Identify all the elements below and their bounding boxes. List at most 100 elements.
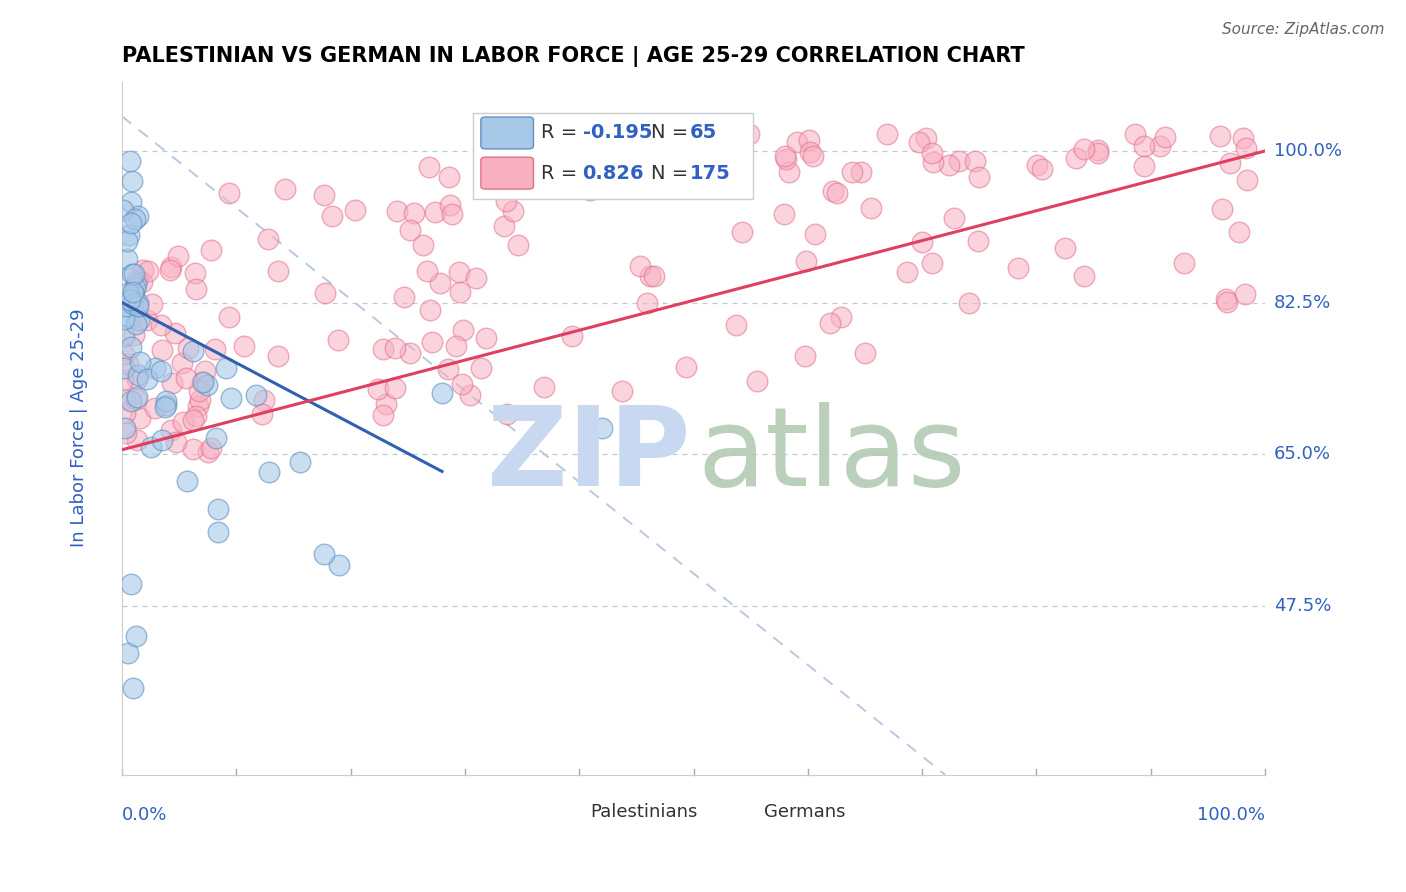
Point (136, 264, 159, 278)
Point (399, 223, 422, 237)
Point (155, 398, 177, 412)
Point (314, 285, 336, 300)
Point (172, 415, 194, 429)
Point (121, 174, 143, 188)
Point (267, 264, 290, 278)
Point (114, 392, 136, 406)
Point (1026, 158, 1049, 172)
Point (1153, 130, 1175, 145)
Point (115, 300, 138, 314)
Point (371, 342, 394, 356)
Point (638, 268, 661, 283)
Point (127, 273, 149, 287)
Point (717, 154, 740, 169)
Point (794, 349, 817, 363)
Point (218, 186, 240, 201)
Point (187, 399, 209, 413)
Point (122, 293, 145, 308)
Point (193, 375, 215, 389)
Point (141, 297, 163, 311)
Point (321, 209, 343, 223)
Point (112, 360, 135, 375)
FancyBboxPatch shape (546, 798, 588, 826)
Point (612, 384, 634, 399)
Point (441, 207, 464, 221)
FancyBboxPatch shape (481, 117, 533, 149)
Point (367, 382, 389, 396)
Point (250, 407, 273, 421)
Point (957, 295, 980, 310)
Point (444, 339, 467, 353)
Point (849, 165, 872, 179)
Point (560, 328, 582, 343)
Point (533, 379, 555, 393)
Text: 175: 175 (690, 163, 731, 183)
Point (159, 263, 181, 277)
Point (290, 455, 312, 469)
Point (1209, 128, 1232, 143)
Point (344, 202, 367, 217)
Point (458, 388, 481, 402)
Text: N =: N = (651, 123, 695, 143)
Point (773, 149, 796, 163)
Point (122, 282, 145, 296)
Point (200, 441, 222, 455)
Point (1233, 286, 1256, 301)
Point (470, 361, 492, 376)
Point (643, 268, 665, 283)
Point (132, 262, 155, 277)
Point (218, 310, 240, 325)
Point (418, 160, 440, 174)
Point (129, 355, 152, 369)
Point (120, 340, 142, 354)
Point (181, 412, 204, 426)
Point (117, 285, 139, 300)
Point (312, 547, 335, 561)
Point (131, 275, 153, 289)
Point (449, 265, 471, 279)
Point (628, 260, 651, 274)
Point (112, 328, 135, 343)
Text: N =: N = (651, 163, 695, 183)
Point (143, 360, 166, 375)
Point (160, 376, 183, 391)
Point (127, 433, 149, 447)
Point (128, 313, 150, 327)
Point (636, 295, 658, 310)
Point (1215, 292, 1237, 306)
Point (412, 238, 434, 252)
Point (207, 524, 229, 539)
Point (778, 165, 800, 179)
Point (245, 388, 267, 402)
Point (125, 390, 148, 404)
Text: -0.195: -0.195 (582, 123, 652, 143)
Text: R =: R = (541, 123, 583, 143)
Point (215, 361, 238, 376)
Point (150, 364, 173, 378)
Point (174, 371, 197, 385)
Point (796, 254, 818, 268)
Point (627, 160, 650, 174)
Point (125, 372, 148, 386)
Point (125, 317, 148, 331)
Point (121, 297, 143, 311)
Point (188, 392, 211, 407)
Point (200, 244, 222, 258)
Point (1087, 143, 1109, 157)
Point (859, 201, 882, 215)
Point (205, 431, 228, 445)
Point (423, 204, 446, 219)
Point (177, 341, 200, 355)
Point (143, 401, 166, 415)
Point (121, 267, 143, 281)
Point (475, 331, 498, 345)
Point (120, 154, 142, 169)
Point (188, 384, 211, 398)
Point (938, 158, 960, 172)
Point (429, 276, 451, 290)
Point (437, 361, 460, 376)
Point (1227, 225, 1250, 239)
Point (922, 154, 945, 169)
Point (804, 227, 827, 241)
Point (693, 148, 716, 162)
